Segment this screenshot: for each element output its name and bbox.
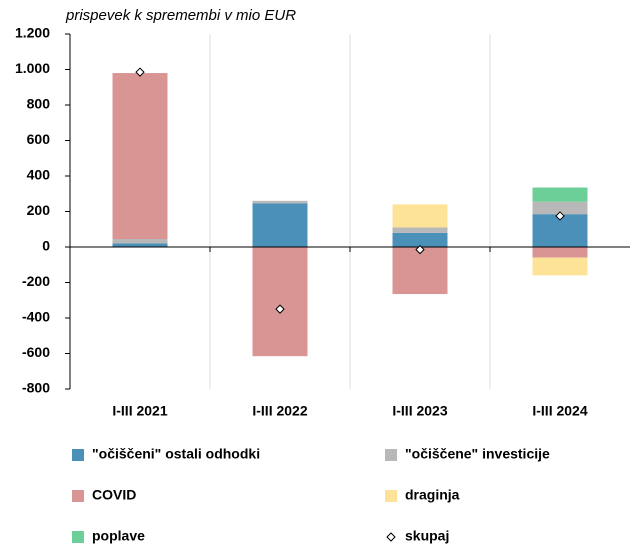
total-marker xyxy=(275,304,285,314)
total-marker xyxy=(415,244,425,255)
bar-segment xyxy=(252,200,308,204)
bar-segment xyxy=(392,227,448,233)
legend-label: "očiščene" investicije xyxy=(405,446,550,462)
y-tick-label: 0 xyxy=(42,238,50,254)
y-tick-label: -600 xyxy=(22,344,50,360)
legend-swatch xyxy=(72,531,84,543)
bar-segment xyxy=(392,232,448,247)
legend-swatch xyxy=(385,490,397,502)
y-tick-label: 800 xyxy=(27,96,51,112)
bar-segment xyxy=(252,247,308,357)
bar-segment xyxy=(112,73,168,240)
bar-segment xyxy=(532,201,588,215)
bar-segment xyxy=(252,203,308,247)
x-tick-label: I-III 2023 xyxy=(392,403,447,419)
x-tick-label: I-III 2022 xyxy=(252,403,307,419)
legend-swatch xyxy=(72,449,84,461)
legend-label: poplave xyxy=(92,528,145,544)
bar-segment xyxy=(392,204,448,228)
y-tick-label: -200 xyxy=(22,273,50,289)
legend-label: COVID xyxy=(92,487,136,503)
bar-segment xyxy=(532,187,588,202)
bar-segment xyxy=(112,243,168,247)
bar-segment xyxy=(392,247,448,295)
y-tick-label: 600 xyxy=(27,131,51,147)
y-tick-label: -800 xyxy=(22,380,50,396)
legend-swatch xyxy=(385,449,397,461)
y-tick-label: 1.200 xyxy=(15,25,50,41)
y-tick-label: -400 xyxy=(22,309,50,325)
x-tick-label: I-III 2021 xyxy=(112,403,167,419)
total-marker xyxy=(135,67,145,77)
bar-segment xyxy=(532,247,588,258)
legend-marker xyxy=(386,532,396,542)
x-tick-label: I-III 2024 xyxy=(532,403,587,419)
total-marker xyxy=(555,211,565,221)
legend-label: skupaj xyxy=(405,528,449,544)
y-tick-label: 200 xyxy=(27,202,51,218)
y-tick-label: 400 xyxy=(27,167,51,183)
legend-label: draginja xyxy=(405,487,460,503)
y-tick-label: 1.000 xyxy=(15,60,50,76)
legend-label: "očiščeni" ostali odhodki xyxy=(92,446,260,462)
legend-swatch xyxy=(72,490,84,502)
axis-title: prispevek k spremembi v mio EUR xyxy=(65,7,296,24)
bar-segment xyxy=(112,239,168,244)
bar-segment xyxy=(532,257,588,276)
